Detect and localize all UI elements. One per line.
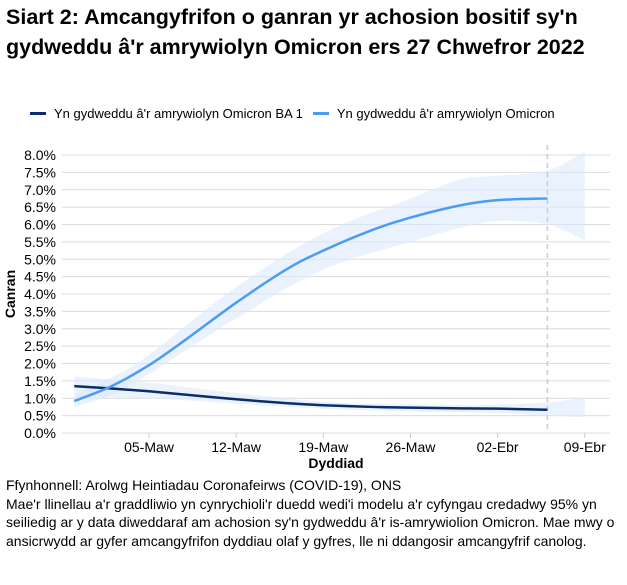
- y-tick-label: 0.0%: [24, 425, 56, 441]
- y-tick-label: 4.0%: [24, 286, 56, 302]
- y-tick-label: 4.5%: [24, 269, 56, 285]
- y-tick-label: 1.0%: [24, 390, 56, 406]
- y-tick-label: 3.5%: [24, 303, 56, 319]
- series-line-0: [74, 384, 548, 411]
- y-tick-label: 3.0%: [24, 321, 56, 337]
- ci-band-1: [74, 151, 585, 407]
- x-tick-label: 02-Ebr: [477, 439, 519, 455]
- y-tick-label: 5.5%: [24, 234, 56, 250]
- y-tick-label: 2.5%: [24, 338, 56, 354]
- notes: Ffynhonnell: Arolwg Heintiadau Coronafei…: [6, 476, 621, 550]
- legend-label: Yn gydweddu â'r amrywiolyn Omicron: [336, 106, 555, 121]
- chart-title: Siart 2: Amcangyfrifon o ganran yr achos…: [6, 5, 585, 59]
- y-tick-label: 0.5%: [24, 408, 56, 424]
- y-tick-label: 5.0%: [24, 251, 56, 267]
- x-tick-label: 05-Maw: [124, 439, 175, 455]
- legend-item-omicron: Yn gydweddu â'r amrywiolyn Omicron: [312, 106, 555, 121]
- x-tick-label: 09-Ebr: [564, 439, 606, 455]
- y-tick-label: 1.5%: [24, 373, 56, 389]
- ci-band-0: [74, 376, 585, 418]
- description-note: Mae'r llinellau a'r graddliwio yn cynryc…: [6, 495, 615, 549]
- x-tick-label: 19-Maw: [298, 439, 349, 455]
- legend: Yn gydweddu â'r amrywiolyn Omicron BA 1 …: [30, 106, 555, 121]
- y-tick-label: 6.0%: [24, 217, 56, 233]
- series-line-1: [73, 197, 548, 403]
- x-tick-label: 12-Maw: [211, 439, 262, 455]
- legend-swatch: [30, 112, 46, 115]
- y-axis-label: Canran: [2, 270, 18, 318]
- x-tick-label: 26-Maw: [386, 439, 437, 455]
- x-axis-label: Dyddiad: [308, 455, 363, 471]
- y-tick-label: 2.0%: [24, 356, 56, 372]
- legend-label: Yn gydweddu â'r amrywiolyn Omicron BA 1: [54, 106, 303, 121]
- y-tick-label: 6.5%: [24, 199, 56, 215]
- legend-swatch: [312, 112, 329, 115]
- y-tick-label: 8.0%: [24, 147, 56, 163]
- legend-item-ba1: Yn gydweddu â'r amrywiolyn Omicron BA 1: [30, 106, 303, 121]
- source-note: Ffynhonnell: Arolwg Heintiadau Coronafei…: [6, 477, 402, 493]
- y-tick-label: 7.5%: [24, 164, 56, 180]
- y-tick-label: 7.0%: [24, 182, 56, 198]
